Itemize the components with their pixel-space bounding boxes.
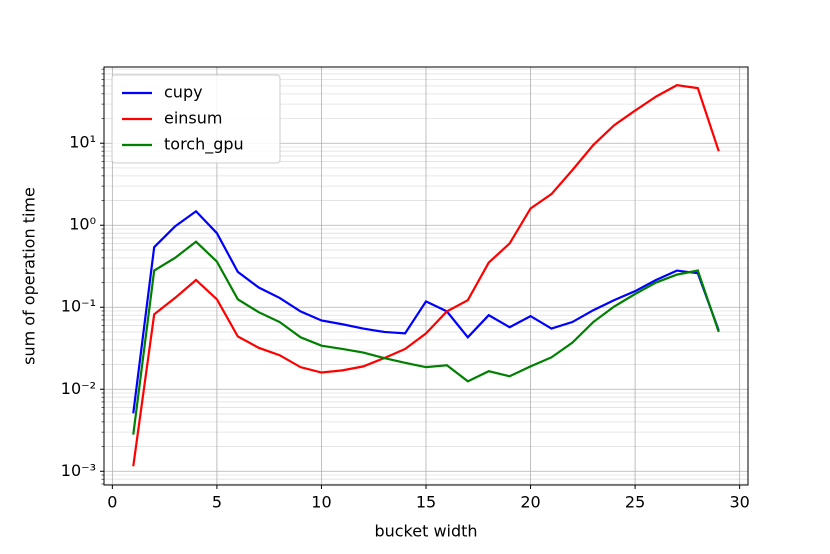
data-line xyxy=(132,240,720,435)
legend-label: torch_gpu xyxy=(164,135,244,155)
data-line xyxy=(132,84,720,467)
x-tick-label: 30 xyxy=(729,493,749,512)
x-tick-label: 20 xyxy=(520,493,540,512)
x-tick-label: 10 xyxy=(311,493,331,512)
x-tick-label: 25 xyxy=(625,493,645,512)
x-axis-label: bucket width xyxy=(374,522,477,541)
y-axis-label: sum of operation time xyxy=(20,187,39,365)
plot-frame xyxy=(103,66,749,486)
legend-box xyxy=(111,74,281,164)
y-tick-label: 10⁰ xyxy=(69,215,96,234)
data-line xyxy=(132,209,720,414)
y-tick-label: 10⁻² xyxy=(61,379,96,398)
x-tick-label: 5 xyxy=(212,493,222,512)
x-tick-label: 15 xyxy=(416,493,436,512)
y-tick-label: 10⁻³ xyxy=(61,461,96,480)
y-tick-label: 10⁻¹ xyxy=(61,297,96,316)
legend-label: cupy xyxy=(164,83,203,102)
y-tick-label: 10¹ xyxy=(69,133,96,152)
legend-label: einsum xyxy=(164,109,223,128)
x-tick-label: 0 xyxy=(107,493,117,512)
